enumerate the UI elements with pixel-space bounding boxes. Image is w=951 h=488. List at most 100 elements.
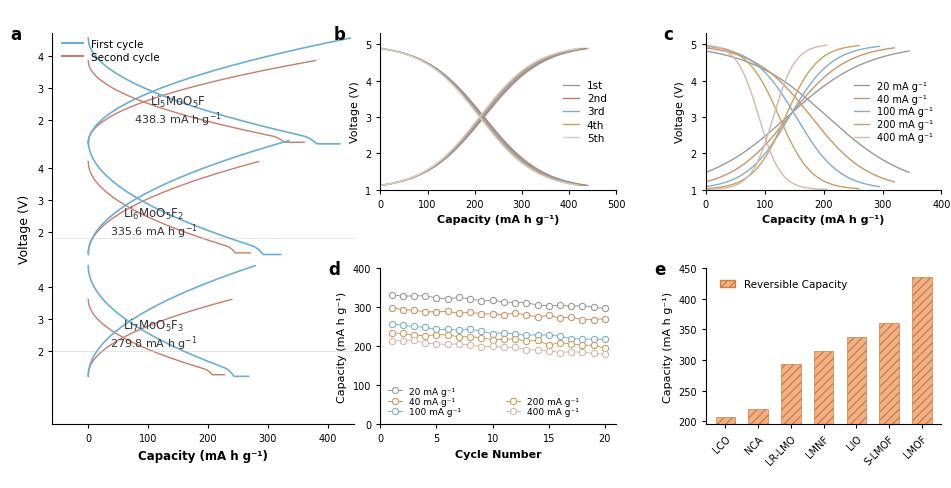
- 5th: [398, 52, 410, 58]
- 3rd: [440, 75, 452, 81]
- 40 mA g⁻¹: [554, 315, 566, 321]
- 4th: [575, 183, 587, 189]
- Line: 40 mA g⁻¹: 40 mA g⁻¹: [388, 305, 608, 323]
- Y-axis label: Capacity (mA h g⁻¹): Capacity (mA h g⁻¹): [663, 291, 672, 402]
- 1st: [442, 75, 454, 81]
- 40 mA g⁻¹: [888, 180, 900, 185]
- 3rd: [502, 145, 514, 151]
- X-axis label: Capacity (mA h g⁻¹): Capacity (mA h g⁻¹): [437, 215, 559, 225]
- 400 mA g⁻¹: [776, 171, 787, 177]
- 100 mA g⁻¹: [576, 336, 588, 342]
- 2nd: [399, 52, 411, 58]
- 100 mA g⁻¹: [809, 144, 821, 150]
- 1st: [505, 145, 516, 151]
- Text: e: e: [654, 261, 665, 279]
- 1st: [399, 52, 411, 58]
- 5th: [439, 75, 451, 81]
- 400 mA g⁻¹: [554, 350, 566, 356]
- 400 mA g⁻¹: [747, 98, 759, 103]
- 400 mA g⁻¹: [787, 181, 799, 187]
- 400 mA g⁻¹: [398, 338, 409, 344]
- 100 mA g⁻¹: [700, 44, 711, 50]
- 200 mA g⁻¹: [510, 336, 521, 342]
- 200 mA g⁻¹: [810, 174, 822, 180]
- 400 mA g⁻¹: [739, 74, 750, 80]
- Line: 100 mA g⁻¹: 100 mA g⁻¹: [388, 321, 608, 343]
- Legend: 20 mA g⁻¹, 40 mA g⁻¹, 100 mA g⁻¹, 200 mA g⁻¹, 400 mA g⁻¹: 20 mA g⁻¹, 40 mA g⁻¹, 100 mA g⁻¹, 200 mA…: [850, 78, 937, 147]
- 4th: [520, 163, 532, 168]
- 20 mA g⁻¹: [520, 300, 532, 306]
- Text: 335.6 mA h g$^{-1}$: 335.6 mA h g$^{-1}$: [110, 222, 198, 240]
- 400 mA g⁻¹: [419, 340, 431, 346]
- 40 mA g⁻¹: [576, 317, 588, 323]
- Bar: [715, 417, 735, 488]
- 100 mA g⁻¹: [408, 324, 419, 330]
- 100 mA g⁻¹: [476, 328, 487, 334]
- 3rd: [521, 162, 533, 168]
- 200 mA g⁻¹: [487, 337, 498, 343]
- 400 mA g⁻¹: [454, 341, 465, 347]
- 40 mA g⁻¹: [700, 46, 711, 52]
- 3rd: [522, 163, 534, 168]
- 400 mA g⁻¹: [787, 182, 799, 187]
- 100 mA g⁻¹: [442, 327, 454, 333]
- 20 mA g⁻¹: [588, 305, 599, 311]
- 100 mA g⁻¹: [599, 337, 611, 343]
- Line: 400 mA g⁻¹: 400 mA g⁻¹: [388, 338, 608, 358]
- Text: b: b: [333, 26, 345, 44]
- 200 mA g⁻¹: [554, 340, 566, 346]
- Line: 5th: 5th: [380, 49, 578, 186]
- 100 mA g⁻¹: [588, 337, 599, 343]
- Legend: First cycle, Second cycle: First cycle, Second cycle: [57, 36, 164, 67]
- 40 mA g⁻¹: [442, 309, 454, 315]
- 20 mA g⁻¹: [725, 54, 736, 60]
- Bar: [912, 278, 932, 488]
- 400 mA g⁻¹: [498, 345, 510, 351]
- 200 mA g⁻¹: [566, 341, 577, 347]
- 200 mA g⁻¹: [718, 47, 729, 53]
- 100 mA g⁻¹: [874, 184, 885, 190]
- Text: Li$_7$MoO$_5$F$_3$: Li$_7$MoO$_5$F$_3$: [124, 317, 184, 333]
- 200 mA g⁻¹: [700, 43, 711, 49]
- 20 mA g⁻¹: [442, 296, 454, 302]
- 200 mA g⁻¹: [476, 335, 487, 341]
- 20 mA g⁻¹: [543, 303, 554, 309]
- 40 mA g⁻¹: [510, 310, 521, 316]
- 200 mA g⁻¹: [750, 69, 762, 75]
- 20 mA g⁻¹: [576, 303, 588, 309]
- 20 mA g⁻¹: [847, 137, 859, 143]
- 40 mA g⁻¹: [498, 312, 510, 318]
- 1st: [375, 46, 386, 52]
- 200 mA g⁻¹: [498, 337, 510, 343]
- 100 mA g⁻¹: [520, 333, 532, 339]
- 100 mA g⁻¹: [419, 325, 431, 331]
- 20 mA g⁻¹: [419, 293, 431, 299]
- 400 mA g⁻¹: [588, 351, 599, 357]
- 100 mA g⁻¹: [768, 81, 780, 87]
- 400 mA g⁻¹: [386, 338, 398, 344]
- 2nd: [375, 46, 386, 52]
- 20 mA g⁻¹: [487, 298, 498, 304]
- 100 mA g⁻¹: [464, 327, 476, 333]
- Line: 20 mA g⁻¹: 20 mA g⁻¹: [388, 292, 608, 312]
- 100 mA g⁻¹: [566, 336, 577, 342]
- 200 mA g⁻¹: [543, 343, 554, 348]
- 20 mA g⁻¹: [498, 300, 510, 305]
- 100 mA g⁻¹: [825, 163, 837, 169]
- 4th: [501, 145, 513, 151]
- Line: 4th: 4th: [380, 49, 581, 186]
- 100 mA g⁻¹: [510, 331, 521, 337]
- 40 mA g⁻¹: [532, 314, 543, 320]
- 20 mA g⁻¹: [510, 300, 521, 306]
- 5th: [453, 89, 464, 95]
- Text: 279.8 mA h g$^{-1}$: 279.8 mA h g$^{-1}$: [110, 334, 198, 352]
- 5th: [375, 46, 386, 52]
- 2nd: [441, 75, 453, 81]
- 200 mA g⁻¹: [408, 332, 419, 338]
- 40 mA g⁻¹: [723, 50, 734, 56]
- 5th: [499, 145, 511, 151]
- Line: 100 mA g⁻¹: 100 mA g⁻¹: [706, 47, 880, 187]
- 400 mA g⁻¹: [543, 348, 554, 354]
- 40 mA g⁻¹: [398, 307, 409, 313]
- 3rd: [577, 183, 589, 189]
